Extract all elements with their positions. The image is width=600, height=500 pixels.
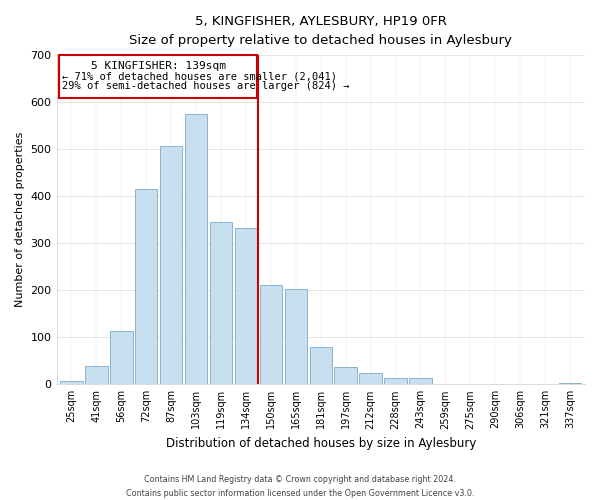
Text: 5 KINGFISHER: 139sqm: 5 KINGFISHER: 139sqm: [91, 61, 226, 71]
Text: ← 71% of detached houses are smaller (2,041): ← 71% of detached houses are smaller (2,…: [62, 71, 337, 81]
Bar: [185, 114, 208, 384]
Bar: [60, 380, 83, 384]
Bar: [334, 367, 357, 384]
X-axis label: Distribution of detached houses by size in Aylesbury: Distribution of detached houses by size …: [166, 437, 476, 450]
Bar: [59, 55, 257, 98]
Title: 5, KINGFISHER, AYLESBURY, HP19 0FR
Size of property relative to detached houses : 5, KINGFISHER, AYLESBURY, HP19 0FR Size …: [130, 15, 512, 47]
Text: 29% of semi-detached houses are larger (824) →: 29% of semi-detached houses are larger (…: [62, 80, 350, 90]
Bar: [160, 146, 182, 384]
Bar: [559, 383, 581, 384]
Bar: [110, 331, 133, 384]
Bar: [210, 222, 232, 384]
Bar: [284, 290, 307, 384]
Y-axis label: Number of detached properties: Number of detached properties: [15, 132, 25, 308]
Bar: [385, 378, 407, 384]
Bar: [85, 366, 107, 384]
Text: Contains HM Land Registry data © Crown copyright and database right 2024.
Contai: Contains HM Land Registry data © Crown c…: [126, 476, 474, 498]
Bar: [409, 378, 431, 384]
Bar: [310, 346, 332, 385]
Bar: [235, 228, 257, 384]
Bar: [260, 284, 282, 384]
Bar: [359, 372, 382, 384]
Bar: [135, 189, 157, 384]
